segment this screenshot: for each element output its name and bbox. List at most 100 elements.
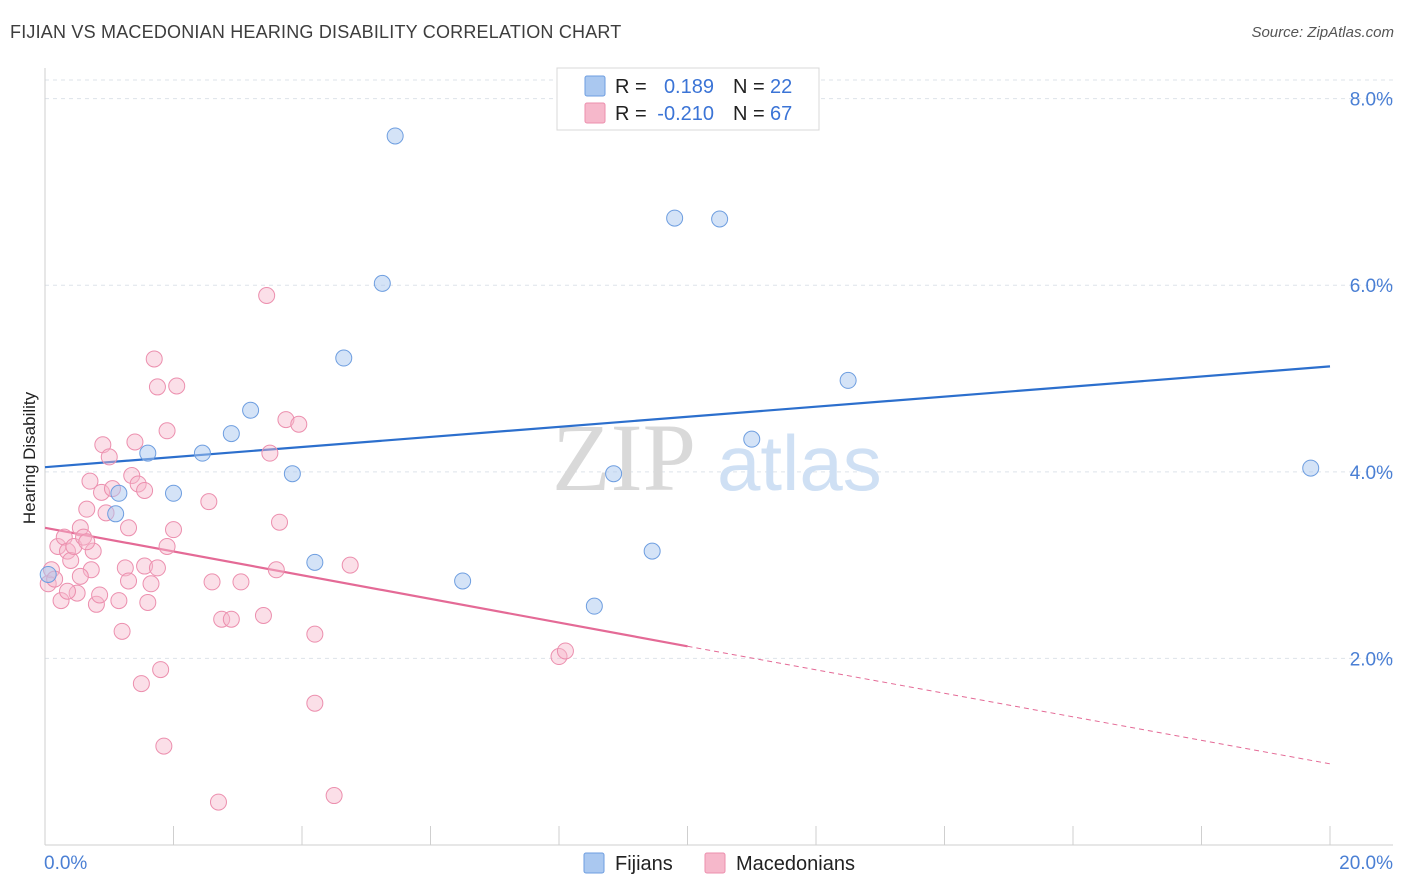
data-point-macedonians <box>341 556 359 574</box>
x-tick-label: 20.0% <box>1339 853 1393 874</box>
data-point-fijians <box>839 371 857 389</box>
data-point-macedonians <box>87 595 105 613</box>
data-point-macedonians <box>75 528 93 546</box>
y-tick-label: 8.0% <box>1350 90 1393 111</box>
data-point-macedonians <box>550 648 568 666</box>
data-point-macedonians <box>290 415 308 433</box>
data-point-macedonians <box>222 610 240 628</box>
data-point-macedonians <box>148 559 166 577</box>
data-point-macedonians <box>82 561 100 579</box>
x-tick-labels: 0.0% 20.0% <box>44 853 1393 874</box>
data-point-macedonians <box>145 350 163 368</box>
data-point-macedonians <box>158 422 176 440</box>
data-point-fijians <box>306 553 324 571</box>
data-point-macedonians <box>232 573 250 591</box>
data-point-macedonians <box>261 444 279 462</box>
data-point-fijians <box>711 210 729 228</box>
data-point-macedonians <box>213 610 231 628</box>
data-point-fijians <box>222 425 240 443</box>
y-tick-label: 2.0% <box>1350 649 1393 670</box>
data-point-fijians <box>454 572 472 590</box>
data-point-macedonians <box>209 793 227 811</box>
data-point-fijians <box>743 430 761 448</box>
watermark-atlas: atlas <box>717 419 882 507</box>
top-legend: R = 0.189 N = 22 R = -0.210 N = 67 <box>556 67 820 131</box>
legend-swatch-fijians <box>584 75 606 97</box>
legend-swatch-macedonians <box>584 102 606 124</box>
data-point-macedonians <box>113 622 131 640</box>
legend-r-label-fijians: R = <box>615 76 647 98</box>
data-points <box>39 127 1320 811</box>
legend-n-value-fijians: 22 <box>770 76 792 98</box>
data-point-macedonians <box>136 557 154 575</box>
data-point-macedonians <box>110 592 128 610</box>
watermark-zip: ZIP <box>552 404 696 511</box>
data-point-fijians <box>386 127 404 145</box>
data-point-macedonians <box>123 467 141 485</box>
y-axis-label: Hearing Disability <box>20 391 39 524</box>
data-point-fijians <box>165 484 182 502</box>
data-point-macedonians <box>155 737 173 755</box>
data-point-macedonians <box>62 551 80 569</box>
data-point-macedonians <box>203 573 221 591</box>
data-point-macedonians <box>142 575 160 593</box>
data-point-fijians <box>643 542 661 560</box>
data-point-macedonians <box>168 377 186 395</box>
data-point-fijians <box>110 484 128 502</box>
data-point-macedonians <box>116 559 134 577</box>
data-point-fijians <box>605 465 623 483</box>
data-point-fijians <box>283 465 301 483</box>
trend-line-macedonians <box>44 526 688 648</box>
data-point-macedonians <box>152 661 170 679</box>
data-point-macedonians <box>78 533 96 551</box>
data-point-macedonians <box>78 500 96 518</box>
data-point-macedonians <box>148 378 166 396</box>
data-point-macedonians <box>165 521 182 539</box>
grid-lines <box>45 79 1393 659</box>
data-point-fijians <box>335 349 353 367</box>
data-point-macedonians <box>71 519 89 537</box>
data-point-macedonians <box>120 519 138 537</box>
trend-line-fijians <box>44 365 1331 469</box>
data-point-macedonians <box>306 625 324 643</box>
chart-title: FIJIAN VS MACEDONIAN HEARING DISABILITY … <box>10 22 622 42</box>
data-point-macedonians <box>267 561 285 579</box>
data-point-macedonians <box>254 607 272 624</box>
data-point-macedonians <box>306 694 324 712</box>
data-point-macedonians <box>200 493 218 511</box>
data-point-macedonians <box>258 287 276 305</box>
data-point-macedonians <box>325 787 343 805</box>
data-point-macedonians <box>158 537 176 555</box>
data-point-macedonians <box>556 642 574 660</box>
y-tick-labels: 2.0% 4.0% 6.0% 8.0% <box>1350 90 1393 671</box>
data-point-macedonians <box>71 567 89 585</box>
legend-n-value-macedonians: 67 <box>770 103 792 125</box>
data-point-macedonians <box>91 586 109 604</box>
data-point-macedonians <box>120 572 138 590</box>
data-point-macedonians <box>84 542 102 560</box>
data-point-macedonians <box>100 448 118 466</box>
data-point-macedonians <box>81 472 99 490</box>
y-tick-label: 4.0% <box>1350 463 1393 484</box>
data-point-macedonians <box>126 433 144 451</box>
data-point-fijians <box>193 444 211 462</box>
bottom-legend-label-fijians: Fijians <box>615 853 673 875</box>
bottom-legend-swatch-macedonians <box>704 852 726 874</box>
data-point-fijians <box>666 209 684 227</box>
chart-source: Source: ZipAtlas.com <box>1251 24 1394 41</box>
data-point-fijians <box>585 597 603 615</box>
y-tick-label: 6.0% <box>1350 276 1393 297</box>
data-point-fijians <box>242 401 260 419</box>
bottom-legend-label-macedonians: Macedonians <box>736 853 855 875</box>
data-point-macedonians <box>129 475 147 493</box>
data-point-fijians <box>373 274 391 292</box>
legend-r-label-macedonians: R = <box>615 103 647 125</box>
data-point-fijians <box>39 565 57 583</box>
trend-lines <box>44 365 1331 765</box>
legend-r-value-macedonians: -0.210 <box>657 103 714 125</box>
data-point-fijians <box>139 444 157 462</box>
data-point-macedonians <box>277 411 295 429</box>
axes <box>44 68 1393 846</box>
data-point-macedonians <box>271 513 289 531</box>
data-point-macedonians <box>132 675 150 693</box>
